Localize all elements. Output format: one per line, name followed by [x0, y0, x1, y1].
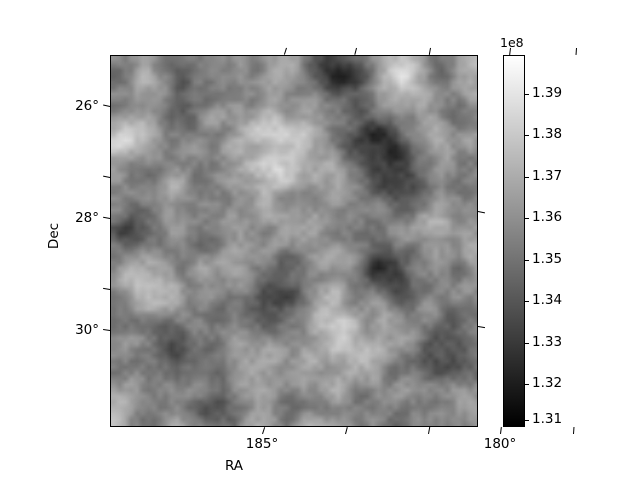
colorbar-tick-label: 1.37: [532, 168, 563, 184]
x-axis-tick-label: 185°: [245, 436, 279, 452]
y-axis-tick: [102, 329, 111, 332]
y-axis-tick-right: [477, 211, 486, 215]
x-axis-tick-label: 180°: [483, 436, 517, 452]
x-axis-tick-top: [354, 47, 358, 55]
colorbar-tick: [525, 260, 529, 262]
x-axis-title: RA: [0, 458, 640, 474]
sky-density-heatmap: [111, 56, 477, 426]
colorbar-tick: [525, 135, 529, 137]
colorbar-tick-label: 1.38: [532, 126, 563, 142]
y-axis-tick-right: [477, 326, 486, 329]
x-axis-tick-top: [428, 47, 432, 56]
colorbar-tick: [525, 301, 529, 303]
colorbar-tick-label: 1.36: [532, 209, 563, 225]
x-axis-tick-top: [575, 47, 578, 56]
y-axis-tick: [102, 175, 111, 179]
x-axis-tick: [573, 426, 575, 435]
colorbar-offset-text: 1e8: [500, 35, 524, 50]
colorbar-tick: [525, 420, 529, 422]
x-axis-tick: [345, 427, 349, 435]
colorbar-tick: [525, 94, 529, 96]
colorbar-tick-label: 1.33: [532, 334, 563, 350]
y-axis-tick: [102, 288, 111, 291]
colorbar-tick: [525, 343, 529, 345]
y-axis-title: Dec: [46, 222, 63, 250]
x-axis-tick-top: [283, 47, 288, 55]
y-axis-tick: [102, 217, 111, 220]
x-axis-tick: [500, 426, 503, 435]
colorbar-tick-label: 1.35: [532, 251, 563, 267]
colorbar-tick: [525, 384, 529, 386]
x-axis-tick: [428, 426, 431, 435]
y-axis-tick-label: 26°: [75, 98, 99, 114]
colorbar-tick-label: 1.39: [532, 85, 563, 101]
colorbar[interactable]: [503, 55, 525, 427]
y-axis-tick-label: 30°: [75, 322, 99, 338]
colorbar-tick-label: 1.31: [532, 411, 563, 427]
x-axis-tick: [262, 427, 266, 435]
colorbar-tick-label: 1.32: [532, 375, 563, 391]
sky-image-axes[interactable]: [110, 55, 478, 427]
x-axis-title-text: RA: [224, 458, 244, 474]
colorbar-tick-label: 1.34: [532, 292, 563, 308]
y-axis-tick-label: 28°: [75, 210, 99, 226]
y-axis-tick: [103, 104, 111, 108]
colorbar-tick: [525, 218, 529, 220]
colorbar-tick: [525, 177, 529, 179]
